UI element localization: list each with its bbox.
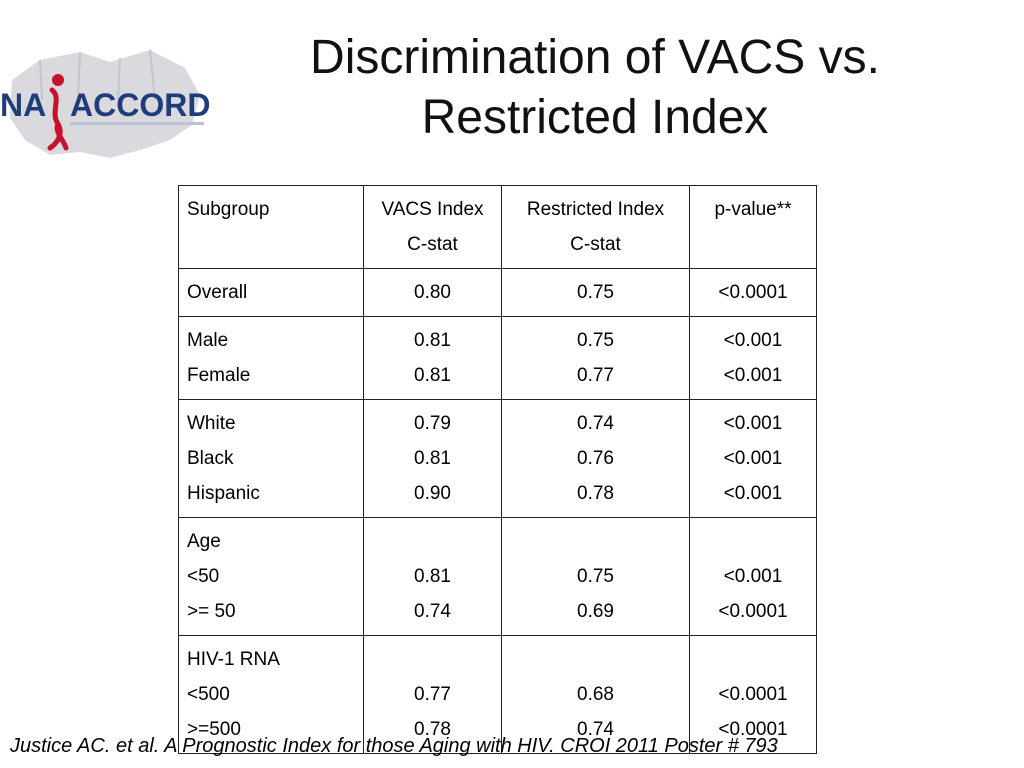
cell-line: Hispanic xyxy=(187,483,260,504)
vacs-cell: 0.81 0.74 xyxy=(363,517,502,636)
cell-line: <0.001 xyxy=(723,413,783,434)
header-subgroup: Subgroup xyxy=(178,185,364,269)
cell-line: <0.001 xyxy=(723,330,783,351)
header-pvalue: p-value** xyxy=(689,185,817,269)
cell-line: Black xyxy=(187,448,234,469)
pvalue-cell: <0.001 <0.0001 xyxy=(689,517,817,636)
cell-line: >=500 xyxy=(187,719,241,740)
cell-line: 0.77 xyxy=(577,365,614,386)
vacs-cell: 0.79 0.81 0.90 xyxy=(363,399,502,518)
naaccord-logo: NA ACCORD xyxy=(0,40,210,170)
cell-line: <0.001 xyxy=(723,365,783,386)
cell-line xyxy=(698,524,808,559)
results-table: Subgroup VACS Index C-stat Restricted Ind… xyxy=(178,185,817,754)
cell-line xyxy=(510,524,681,559)
cell-line: 0.79 xyxy=(414,413,451,434)
pvalue-cell: <0.001 <0.001 xyxy=(689,316,817,400)
restricted-cell: 0.75 0.69 xyxy=(501,517,690,636)
cell-line: 0.81 xyxy=(414,448,451,469)
cell-line: <0.001 xyxy=(723,483,783,504)
restricted-cell: 0.75 0.77 xyxy=(501,316,690,400)
restricted-cell: 0.74 0.76 0.78 xyxy=(501,399,690,518)
table-header-row: Subgroup VACS Index C-stat Restricted Ind… xyxy=(178,185,817,269)
cell-line: 0.68 xyxy=(577,684,614,705)
subgroup-cell: White Black Hispanic xyxy=(178,399,364,518)
naaccord-logo-graphic: NA ACCORD xyxy=(0,49,210,158)
cell-line xyxy=(372,524,493,559)
header-restricted: Restricted Index C-stat xyxy=(501,185,690,269)
cell-line: 0.90 xyxy=(414,483,451,504)
cell-line: >= 50 xyxy=(187,601,236,622)
cell-line: 0.77 xyxy=(414,684,451,705)
cell-line: <50 xyxy=(187,566,220,587)
svg-text:ACCORD: ACCORD xyxy=(70,87,210,123)
cell-line: 0.74 xyxy=(577,413,614,434)
cell-line: 0.69 xyxy=(577,601,614,622)
cell-line: 0.74 xyxy=(577,719,614,740)
table-row: HIV-1 RNA <500 >=500 0.77 0.78 0.68 0.74 <0.000… xyxy=(178,635,817,754)
slide-title: Discrimination of VACS vs. Restricted In… xyxy=(230,28,960,148)
cell-line: <0.001 xyxy=(723,448,783,469)
restricted-cell: 0.75 xyxy=(501,268,690,317)
vacs-cell: 0.77 0.78 xyxy=(363,635,502,754)
cell-line: <0.0001 xyxy=(718,684,788,705)
title-line-2: Restricted Index xyxy=(421,91,769,144)
vacs-cell: 0.80 xyxy=(363,268,502,317)
cell-line xyxy=(510,642,681,677)
svg-text:NA: NA xyxy=(0,87,46,123)
subgroup-cell: Age <50 >= 50 xyxy=(178,517,364,636)
cell-line: Overall xyxy=(187,282,248,303)
citation: Justice AC. et al. A Prognostic Index fo… xyxy=(10,735,778,757)
cell-line: 0.75 xyxy=(577,330,614,351)
cell-line: 0.74 xyxy=(414,601,451,622)
table-row: Age <50 >= 50 0.81 0.74 0.75 0.69 <0.001 <0.0001 xyxy=(178,517,817,636)
header-vacs: VACS Index C-stat xyxy=(363,185,502,269)
cell-line: <0.0001 xyxy=(718,719,788,740)
vacs-cell: 0.81 0.81 xyxy=(363,316,502,400)
cell-line: Female xyxy=(187,365,251,386)
cell-line xyxy=(372,642,493,677)
cell-line: 0.78 xyxy=(577,483,614,504)
table-row: White Black Hispanic 0.79 0.81 0.90 0.74 0.76 0.… xyxy=(178,399,817,518)
pvalue-cell: <0.0001 xyxy=(689,268,817,317)
pvalue-cell: <0.0001 <0.0001 xyxy=(689,635,817,754)
cell-line: <500 xyxy=(187,684,230,705)
cell-line: <0.0001 xyxy=(718,601,788,622)
cell-line: 0.81 xyxy=(414,566,451,587)
cell-line: 0.81 xyxy=(414,330,451,351)
cell-line: 0.76 xyxy=(577,448,614,469)
pvalue-cell: <0.001 <0.001 <0.001 xyxy=(689,399,817,518)
cell-line: White xyxy=(187,413,236,434)
cell-line xyxy=(698,642,808,677)
table-body: Overall 0.80 0.75 <0.0001 Male Female 0.81 0.81… xyxy=(178,268,817,754)
cell-line: HIV-1 RNA xyxy=(187,649,280,670)
title-line-1: Discrimination of VACS vs. xyxy=(310,31,880,84)
subgroup-cell: HIV-1 RNA <500 >=500 xyxy=(178,635,364,754)
cell-line: <0.001 xyxy=(723,566,783,587)
subgroup-cell: Overall xyxy=(178,268,364,317)
cell-line: <0.0001 xyxy=(718,282,788,303)
cell-line: 0.75 xyxy=(577,282,614,303)
cell-line: 0.75 xyxy=(577,566,614,587)
table-row: Male Female 0.81 0.81 0.75 0.77 <0.001 <0.001 xyxy=(178,316,817,400)
cell-line: 0.80 xyxy=(414,282,451,303)
table-row: Overall 0.80 0.75 <0.0001 xyxy=(178,268,817,317)
cell-line: Age xyxy=(187,531,221,552)
subgroup-cell: Male Female xyxy=(178,316,364,400)
cell-line: Male xyxy=(187,330,229,351)
cell-line: 0.78 xyxy=(414,719,451,740)
cell-line: 0.81 xyxy=(414,365,451,386)
